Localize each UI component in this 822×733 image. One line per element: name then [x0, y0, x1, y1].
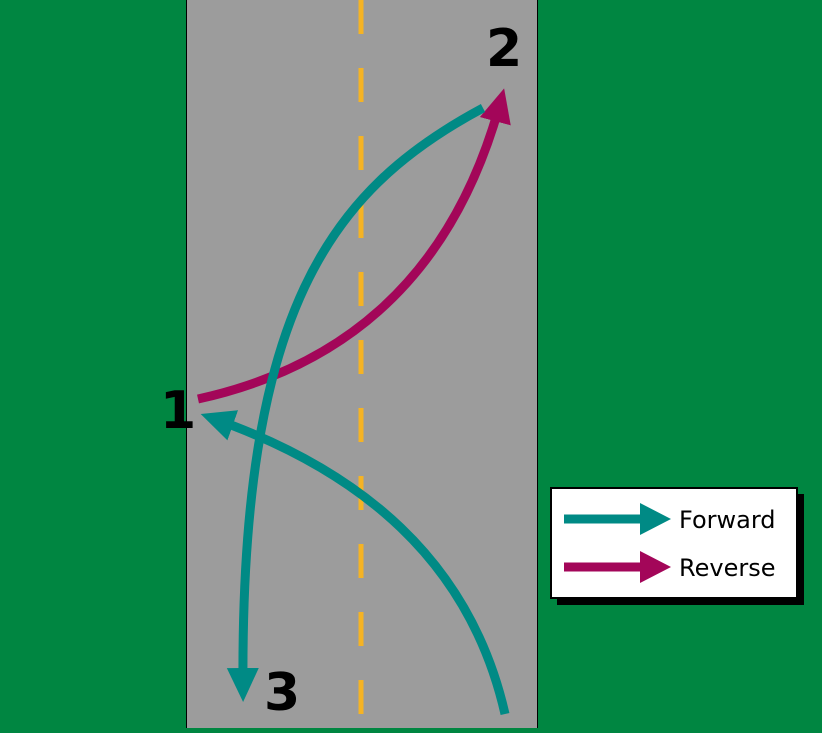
forward-path-to-1	[200, 410, 510, 715]
reverse-path-to-2	[197, 88, 511, 404]
legend-forward-label: Forward	[679, 506, 776, 534]
step-label-3: 3	[264, 663, 300, 723]
legend: Forward Reverse	[550, 487, 804, 605]
legend-reverse-arrow-icon	[640, 551, 671, 583]
legend-box	[550, 487, 798, 599]
step-label-2: 2	[486, 19, 522, 79]
legend-reverse-label: Reverse	[679, 554, 775, 582]
step-label-1: 1	[160, 381, 196, 441]
forward-path-to-3	[226, 104, 486, 702]
legend-forward-arrow-icon	[640, 503, 671, 535]
